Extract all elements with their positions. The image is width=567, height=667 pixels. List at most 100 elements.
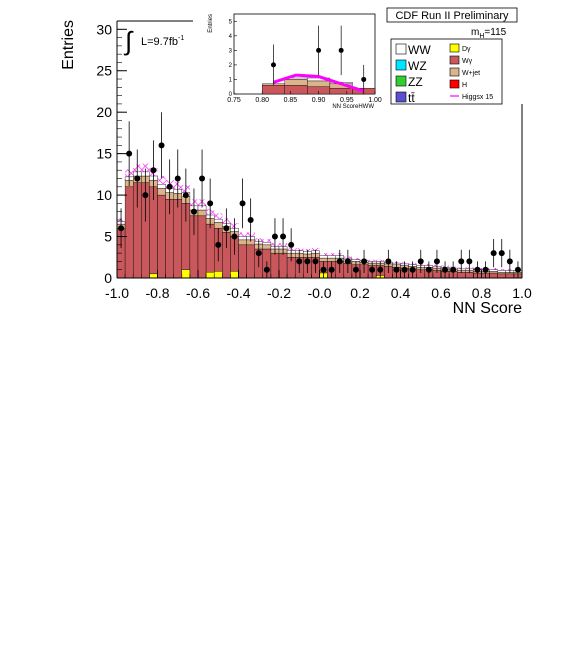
bar-w-48 [505, 273, 515, 279]
inset-x-axis-label: NN ScoreHWW [332, 104, 374, 110]
data-point-25 [320, 266, 327, 273]
legend-swatch-r1 [449, 55, 460, 65]
bar-ww-15 [238, 236, 247, 241]
data-point-33 [385, 258, 392, 265]
x-tick-label-9: 0.8 [472, 285, 492, 301]
bar-w-7 [173, 199, 182, 279]
data-point-45 [482, 266, 489, 273]
main-axes: -1.0 -0.8 -0.6 -0.4 -0.2 -0.0 0.2 0.4 0.6 0.8 1.00… [96, 7, 532, 301]
legend-swatch-r3 [449, 79, 460, 89]
main-y-axis-label: Entries [60, 20, 77, 70]
main-x-axis-label: NN Score [453, 300, 522, 317]
bar-dy-4 [230, 271, 239, 279]
bar-wjet-26 [327, 257, 336, 262]
main-data-points [118, 112, 521, 278]
bar-signal-crosshatch-3 [141, 163, 150, 172]
data-point-22 [296, 258, 303, 265]
data-point-34 [393, 266, 400, 273]
bar-wjet-18 [262, 244, 272, 250]
data-point-6 [166, 183, 173, 190]
inset-x-tick-label-2: 0.85 [284, 97, 298, 104]
y-tick-label-5: 25 [96, 63, 112, 79]
legend-label-3: tt̄ [408, 91, 415, 105]
x-tick-label-3: -0.4 [226, 285, 250, 301]
data-point-13 [223, 225, 230, 232]
x-tick-label-4: -0.2 [267, 285, 291, 301]
bar-ww-47 [497, 270, 507, 273]
bar-signal-crosshatch-5 [157, 176, 166, 185]
inset-y-tick-label-5: 5 [229, 19, 233, 25]
data-point-9 [190, 208, 197, 215]
inset-x-tick-label-3: 0.90 [312, 97, 326, 104]
legend-label-r4: Higgsx 15 [462, 94, 493, 101]
bar-w-20 [278, 252, 288, 279]
inset-y-tick-label-2: 2 [229, 63, 233, 69]
x-tick-label-2: -0.6 [186, 285, 210, 301]
bar-signal-crosshatch-46 [489, 268, 498, 270]
x-tick-label-1: -0.8 [145, 285, 169, 301]
legend-label-r0: Dγ [462, 46, 471, 53]
inset-data-point-1 [316, 47, 322, 53]
bar-wjet-5 [157, 188, 166, 196]
bar-ww-25 [319, 255, 328, 259]
data-point-32 [377, 266, 384, 273]
legend-swatch-r2 [449, 67, 460, 77]
legend-swatch-0 [395, 43, 407, 55]
bar-ww-46 [489, 269, 498, 272]
data-point-1 [126, 150, 133, 157]
inset-signal-line [273, 73, 365, 93]
x-tick-label-6: 0.2 [350, 285, 370, 301]
data-point-11 [207, 200, 214, 207]
inset-plot: 0.75 0.80 0.85 0.90 0.95 1.00 0 1 2 3 4 5 [227, 13, 382, 104]
data-point-42 [458, 258, 465, 265]
bar-w-19 [270, 252, 280, 279]
chart-title: CDF Run II Preliminary [395, 10, 509, 22]
bar-signal-crosshatch-32 [376, 259, 385, 262]
inset-data-point-0 [270, 62, 276, 68]
data-point-41 [450, 266, 457, 273]
data-point-36 [409, 266, 416, 273]
data-point-44 [474, 266, 481, 273]
bar-dy-3 [213, 271, 223, 279]
data-point-2 [134, 175, 141, 182]
bar-w-5 [157, 194, 166, 279]
x-tick-label-10: 1.0 [512, 285, 532, 301]
data-point-37 [417, 258, 424, 265]
bar-wjet-25 [319, 257, 328, 262]
inset-bar-1 [284, 79, 308, 86]
bar-w-10 [197, 215, 207, 279]
bar-ww-29 [351, 259, 361, 262]
bar-signal-crosshatch-29 [351, 258, 360, 260]
data-point-29 [352, 266, 359, 273]
y-tick-label-6: 30 [96, 21, 112, 37]
data-point-23 [304, 258, 311, 265]
bar-ww-12 [213, 218, 223, 223]
bar-w-42 [457, 271, 466, 279]
inset-x-tick-label-1: 0.80 [255, 97, 269, 104]
data-point-46 [490, 250, 497, 257]
inset-y-tick-label-4: 4 [229, 34, 233, 40]
data-point-7 [174, 175, 181, 182]
inset-bar-0 [262, 85, 285, 95]
data-point-35 [401, 266, 408, 273]
bar-wjet-12 [213, 222, 223, 229]
data-point-19 [271, 233, 278, 240]
bar-signal-crosshatch-18 [262, 239, 271, 243]
data-point-38 [425, 266, 432, 273]
bar-wjet-10 [197, 209, 207, 217]
data-point-24 [312, 258, 319, 265]
bar-signal-crosshatch-15 [238, 232, 247, 237]
legend-box [390, 38, 503, 105]
bar-w-47 [497, 273, 507, 279]
mass-label: mH=115 [471, 27, 507, 40]
legend-swatch-r0 [449, 43, 460, 53]
y-tick-label-3: 15 [96, 146, 112, 162]
bar-ww-5 [157, 184, 166, 189]
data-point-5 [158, 142, 165, 149]
x-tick-label-7: 0.4 [391, 285, 411, 301]
bar-w-4 [149, 186, 158, 279]
bar-w-1 [124, 186, 134, 279]
bar-signal-crosshatch-22 [295, 248, 304, 251]
data-point-3 [142, 192, 149, 199]
y-tick-label-0: 0 [104, 270, 112, 286]
